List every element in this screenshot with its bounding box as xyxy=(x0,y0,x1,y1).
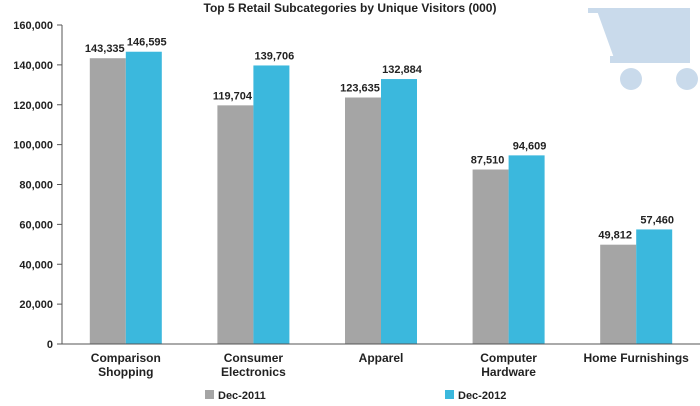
x-tick-label: Consumer Electronics xyxy=(221,351,286,379)
legend-label-dec-2011: Dec-2011 xyxy=(218,390,266,402)
bar-dec-2011-0 xyxy=(89,58,126,345)
x-tick-label-line: Hardware xyxy=(481,365,536,379)
y-tick-label: 120,000 xyxy=(13,100,53,112)
x-tick-label-line: Comparison xyxy=(91,351,161,365)
y-tick-label: 160,000 xyxy=(13,20,53,32)
x-tick-label-line: Shopping xyxy=(98,365,153,379)
x-tick-label: Comparison Shopping xyxy=(91,351,161,379)
y-tick-label: 20,000 xyxy=(19,299,53,311)
y-tick-label: 60,000 xyxy=(19,219,53,231)
x-tick-label: Computer Hardware xyxy=(480,351,537,379)
shopping-cart-icon xyxy=(588,8,698,90)
data-label: 49,812 xyxy=(598,230,632,242)
data-label: 132,884 xyxy=(382,64,423,76)
y-tick-label: 100,000 xyxy=(13,140,53,152)
data-label: 123,635 xyxy=(340,83,380,95)
x-tick-label-line: Computer xyxy=(480,351,537,365)
bar-dec-2012-0 xyxy=(125,51,162,344)
data-label: 119,704 xyxy=(213,90,253,102)
y-tick-label: 40,000 xyxy=(19,259,53,271)
bar-dec-2011-4 xyxy=(600,244,637,344)
data-label: 146,595 xyxy=(127,37,167,49)
data-label: 57,460 xyxy=(640,214,674,226)
bar-dec-2012-3 xyxy=(508,155,545,344)
data-label: 87,510 xyxy=(471,155,505,167)
legend-swatch-dec-2011 xyxy=(205,390,214,399)
y-tick-label: 80,000 xyxy=(19,180,53,192)
data-label: 94,609 xyxy=(513,140,547,152)
x-tick-label-line: Electronics xyxy=(221,365,286,379)
bar-dec-2011-3 xyxy=(472,169,509,344)
data-label: 143,335 xyxy=(85,43,125,55)
legend-label-dec-2012: Dec-2012 xyxy=(458,390,506,402)
bar-dec-2012-4 xyxy=(636,229,673,344)
bar-dec-2012-2 xyxy=(381,79,417,344)
chart-title: Top 5 Retail Subcategories by Unique Vis… xyxy=(204,1,497,15)
x-tick-label: Home Furnishings xyxy=(584,351,690,365)
x-tick-label: Apparel xyxy=(359,351,404,365)
y-tick-label: 0 xyxy=(47,339,53,351)
bar-dec-2011-1 xyxy=(217,105,254,344)
x-tick-label-line: Consumer xyxy=(224,351,284,365)
bar-dec-2011-2 xyxy=(345,97,381,344)
data-label: 139,706 xyxy=(255,50,295,62)
x-tick-label-line: Apparel xyxy=(359,351,404,365)
x-tick-label-line: Home Furnishings xyxy=(584,351,690,365)
y-tick-label: 140,000 xyxy=(13,60,53,72)
legend-swatch-dec-2012 xyxy=(445,390,454,399)
bar-dec-2012-1 xyxy=(253,65,290,345)
